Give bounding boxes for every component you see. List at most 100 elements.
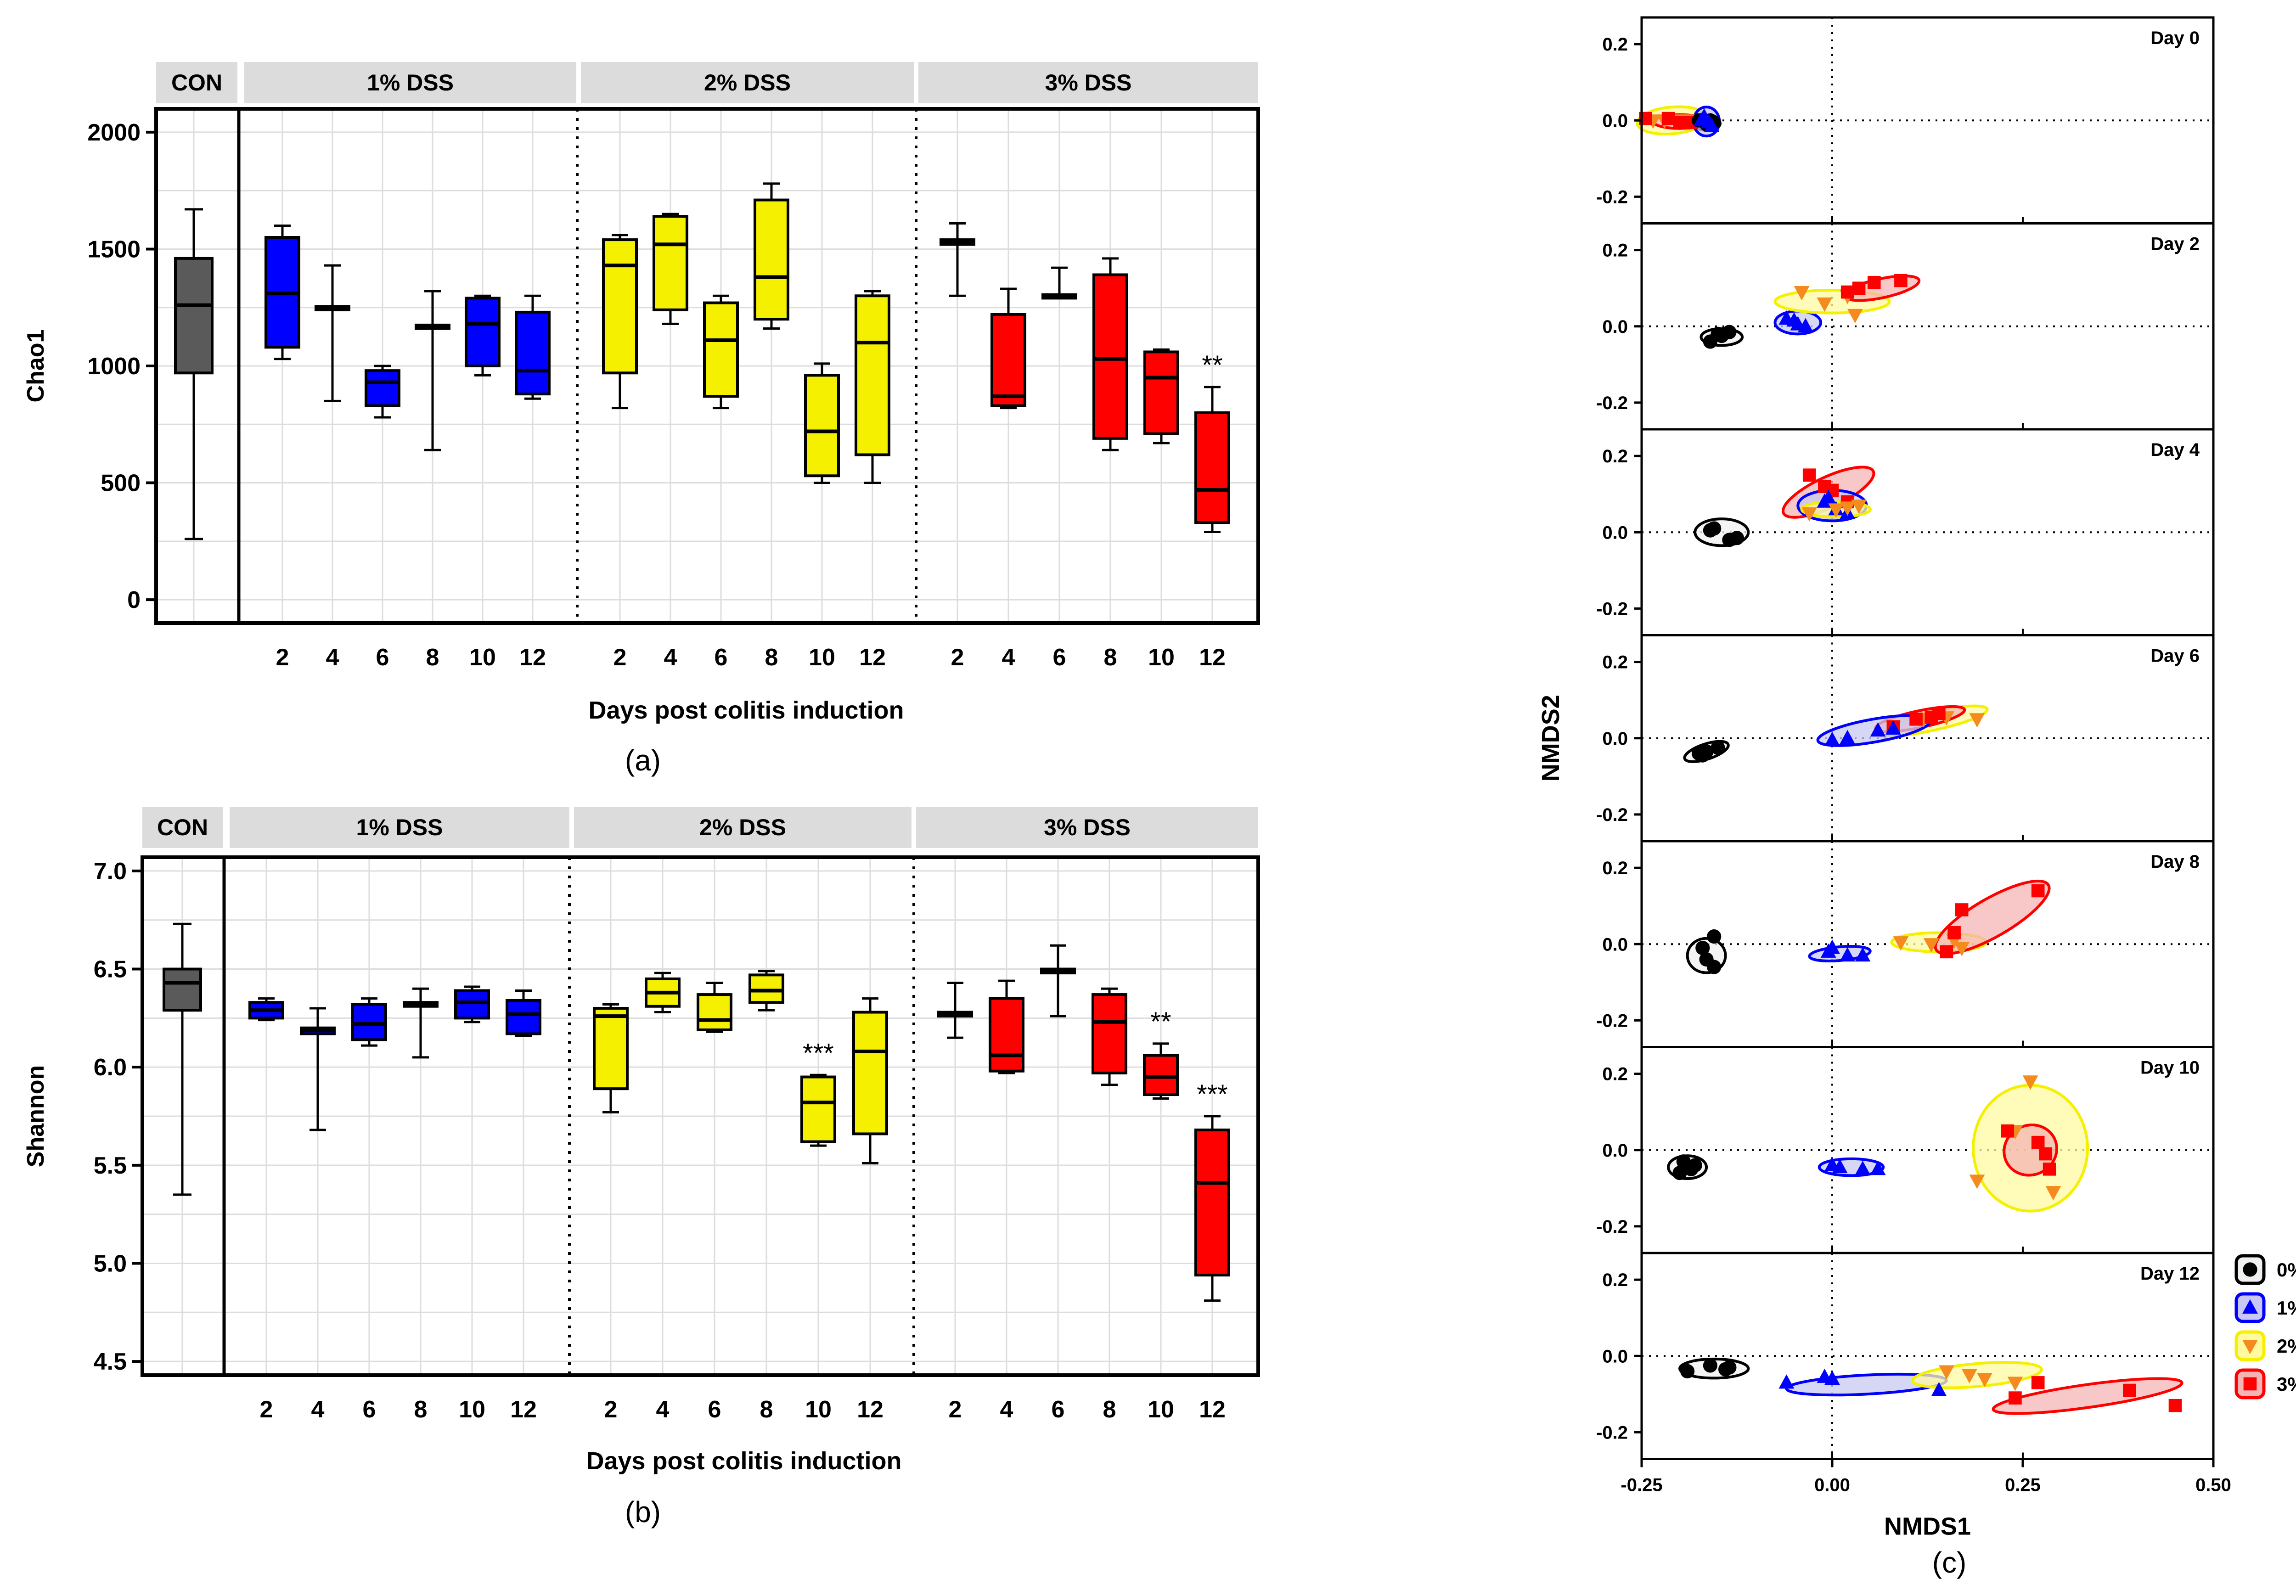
chao1-x-tick-3-dss-day-8: 8 — [1104, 644, 1117, 671]
nmds-day-0-subplot: -0.2 0.0 0.2 Day 0 — [1596, 16, 2215, 225]
shannon-box-3-dss-day-10-significance: ** — [1150, 1007, 1171, 1037]
y-tick-label: 2000 — [87, 119, 141, 146]
chao1-box-2-dss-day-10 — [804, 374, 840, 478]
legend-label-0-dss: 0% DSS — [2277, 1259, 2296, 1281]
header-label-3-dss: 3% DSS — [1044, 815, 1131, 840]
chao1-x-tick-3-dss-day-4: 4 — [1002, 644, 1015, 671]
nmds-day-4-point-3-dss-1 — [1802, 468, 1816, 482]
chao1-x-tick-2-dss-day-12: 12 — [859, 644, 886, 671]
nmds-x-tick-label: -0.25 — [1621, 1475, 1662, 1495]
chao1-box-3-dss-day-8 — [1092, 273, 1128, 440]
nmds-day-8-y-tick-label: 0.0 — [1602, 934, 1628, 955]
nmds-day-10-point-0-dss-1 — [1672, 1165, 1687, 1180]
chao1-x-tick-1-dss-day-10: 10 — [469, 644, 496, 671]
chao1-x-tick-1-dss-day-8: 8 — [426, 644, 439, 671]
chao1-box-3-dss-day-12-significance: ** — [1202, 350, 1222, 380]
nmds-day-12-y-tick-label: 0.0 — [1602, 1346, 1628, 1366]
nmds-day-6-y-tick-label: 0.2 — [1602, 652, 1628, 673]
nmds-day-4-point-2-dss-2 — [1828, 503, 1844, 518]
nmds-day-12-ellipse-2-dss — [1911, 1361, 2043, 1389]
nmds-day-2-point-3-dss-1 — [1840, 285, 1854, 299]
nmds-day-0-point-1-dss-3 — [1704, 118, 1720, 132]
y-tick-label: 5.0 — [94, 1250, 127, 1277]
nmds-day-12-point-3-dss-3 — [2123, 1383, 2136, 1397]
shannon-box-2-dss-day-10-significance: *** — [803, 1038, 834, 1068]
nmds-day-10-point-1-dss-3 — [1855, 1161, 1871, 1175]
panel-b-shannon-boxplot: CON 1% DSS 2% DSS 3% DSS 4.5 5.0 5.5 6.0 6.5 7.0 S… — [23, 807, 1260, 1529]
nmds-day-2-point-3-dss-3 — [1868, 275, 1881, 289]
panel-label-c: (c) — [1932, 1546, 1967, 1579]
nmds-day-2-point-2-dss-1 — [1794, 286, 1810, 301]
nmds-day-10-label: Day 10 — [2140, 1058, 2200, 1078]
nmds-day-4-point-2-dss-4 — [1851, 500, 1867, 514]
nmds-day-4-point-0-dss-4 — [1729, 531, 1745, 545]
header-strip-3-dss — [918, 62, 1258, 103]
chao1-box-3-dss-day-10 — [1143, 350, 1179, 435]
nmds-day-4-point-1-dss-4 — [1820, 489, 1836, 504]
legend-marker-3-dss — [2243, 1377, 2257, 1391]
chao1-x-tick-2-dss-day-8: 8 — [765, 644, 778, 671]
legend-marker-0-dss — [2243, 1262, 2257, 1277]
nmds-day-2-y-tick-label: -0.2 — [1596, 393, 1628, 413]
header-strip-3-dss — [916, 807, 1258, 848]
chao1-x-tick-1-dss-day-4: 4 — [326, 644, 339, 671]
nmds-day-8-point-3-dss-3 — [1955, 903, 1969, 916]
header-strip-2-dss — [581, 62, 914, 103]
nmds-day-0-y-tick-label: 0.0 — [1602, 111, 1628, 131]
nmds-day-6-label: Day 6 — [2150, 646, 2200, 666]
shannon-box-2-dss-day-2 — [593, 1007, 629, 1090]
legend-marker-2-dss — [2242, 1340, 2258, 1354]
chao1-x-tick-3-dss-day-6: 6 — [1053, 644, 1066, 671]
chao1-x-tick-1-dss-day-12: 12 — [519, 644, 546, 671]
nmds-day-8-point-1-dss-3 — [1840, 947, 1856, 962]
nmds-day-2-point-1-dss-4 — [1786, 312, 1802, 327]
nmds-day-8-point-1-dss-2 — [1824, 939, 1840, 954]
nmds-day-12-point-0-dss-2 — [1703, 1358, 1717, 1373]
nmds-day-10-y-tick-label: 0.0 — [1602, 1141, 1628, 1161]
nmds-day-10-point-3-dss-2 — [2031, 1135, 2045, 1149]
header-strip-con — [156, 62, 237, 103]
shannon-box-3-dss-day-4 — [989, 997, 1024, 1073]
nmds-day-8-ellipse-3-dss — [1934, 879, 2051, 955]
nmds-day-12-point-2-dss-2 — [1961, 1369, 1977, 1383]
chao1-box-3-dss-day-4 — [990, 313, 1026, 407]
chao1-x-tick-1-dss-day-2: 2 — [276, 644, 289, 671]
shannon-box-3-dss-day-12-significance: *** — [1197, 1079, 1228, 1109]
nmds-day-12-subplot: -0.2 0.0 0.2 Day 12 — [1596, 1252, 2215, 1460]
nmds-day-4-point-2-dss-1 — [1801, 507, 1818, 522]
nmds-day-12-point-0-dss-4 — [1722, 1360, 1737, 1375]
nmds-day-8-y-tick-label: 0.2 — [1602, 858, 1628, 878]
chao1-x-tick-2-dss-day-4: 4 — [664, 644, 677, 671]
nmds-day-8-y-tick-label: -0.2 — [1596, 1011, 1628, 1031]
nmds-day-10-subplot: -0.2 0.0 0.2 Day 10 — [1596, 1046, 2215, 1254]
shannon-box-1-dss-day-6 — [351, 1003, 387, 1041]
shannon-box-con — [163, 967, 202, 1012]
chao1-box-con — [174, 257, 214, 375]
shannon-x-tick-1-dss-day-12: 12 — [510, 1396, 537, 1423]
nmds-day-2-point-2-dss-4 — [1817, 297, 1833, 312]
nmds-day-6-point-2-dss-4 — [1969, 713, 1985, 728]
shannon-x-tick-3-dss-day-10: 10 — [1148, 1396, 1174, 1423]
legend-label-2-dss: 2% DSS — [2277, 1335, 2296, 1357]
nmds-day-4-subplot: -0.2 0.0 0.2 Day 4 — [1596, 428, 2215, 636]
nmds-day-10-point-3-dss-3 — [2039, 1147, 2053, 1161]
nmds-day-12-point-2-dss-4 — [2007, 1377, 2023, 1391]
nmds-day-6-point-0-dss-4 — [1695, 748, 1710, 763]
shannon-x-tick-1-dss-day-2: 2 — [260, 1396, 273, 1423]
nmds-day-4-point-0-dss-2 — [1707, 521, 1722, 536]
nmds-day-6-y-tick-label: -0.2 — [1596, 805, 1628, 825]
shannon-x-axis-label: Days post colitis induction — [586, 1447, 901, 1475]
shannon-box-2-dss-day-6 — [697, 993, 732, 1031]
nmds-day-8-point-3-dss-4 — [2031, 884, 2045, 898]
nmds-day-0-point-3-dss-2 — [1661, 112, 1675, 125]
chao1-x-tick-2-dss-day-6: 6 — [715, 644, 728, 671]
shannon-box-1-dss-day-10 — [454, 989, 490, 1020]
nmds-day-12-point-1-dss-3 — [1824, 1370, 1840, 1385]
chao1-x-axis-label: Days post colitis induction — [588, 697, 904, 724]
y-tick-label: 500 — [101, 470, 141, 497]
shannon-box-2-dss-day-10 — [800, 1075, 836, 1143]
nmds-day-10-y-tick-label: -0.2 — [1596, 1217, 1628, 1237]
nmds-day-6-point-3-dss-4 — [1932, 707, 1946, 720]
nmds-day-8-point-2-dss-2 — [1923, 938, 1939, 953]
chao1-box-2-dss-day-8 — [754, 198, 789, 321]
